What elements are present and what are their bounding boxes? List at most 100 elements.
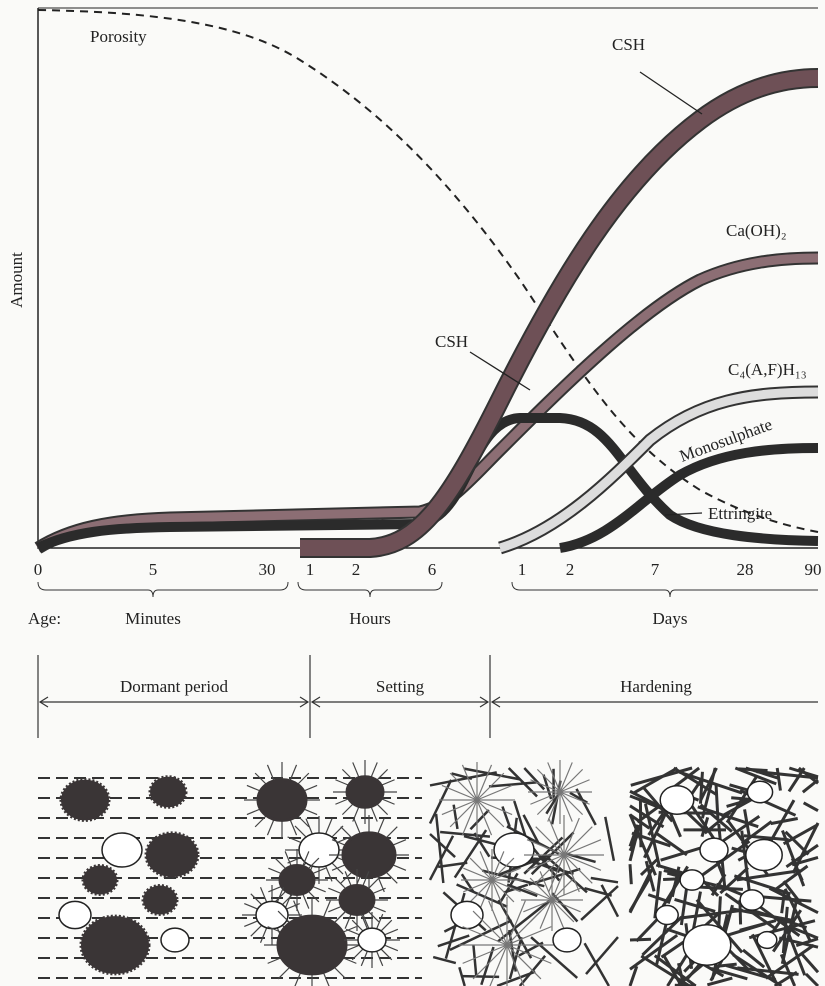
sand-grain — [739, 889, 765, 911]
hydrate-ray — [523, 899, 553, 913]
hydrate-ray — [491, 867, 521, 881]
crystal-needle — [647, 893, 671, 904]
period-label: Setting — [376, 677, 425, 696]
crystal-needle — [440, 830, 491, 838]
crystal-needle — [628, 824, 640, 847]
hydrate-ray — [523, 887, 553, 901]
crystal-needle — [530, 831, 575, 876]
crystal-needle — [768, 886, 819, 915]
crystal-needle — [640, 954, 691, 986]
crystal-needle — [523, 767, 546, 791]
crystal-needle — [569, 791, 588, 804]
age-tick-label: 7 — [651, 560, 660, 579]
hydrate-ray — [551, 887, 581, 901]
sand-grain — [746, 780, 774, 804]
hydrate-ray — [506, 910, 542, 946]
cement-grain — [256, 778, 308, 822]
crystal-needle — [801, 778, 819, 794]
crystal-needle — [779, 953, 797, 986]
crystal-needle — [782, 823, 819, 846]
crystal-needle — [740, 820, 773, 845]
sand-grain — [682, 924, 732, 966]
sand-grain — [659, 784, 695, 816]
hydrate-ray — [563, 817, 580, 856]
crystal-needle — [790, 926, 819, 940]
crystal-needle — [647, 812, 665, 836]
sand-grain — [255, 900, 289, 930]
hydrate-ray — [491, 879, 505, 909]
hydrate-ray — [548, 817, 565, 856]
crystal-needle — [429, 771, 497, 787]
hydrate-ray — [476, 799, 493, 836]
hydrate-ray — [536, 791, 561, 816]
monosulphate-curve — [559, 443, 819, 553]
crystal-needle — [452, 804, 459, 830]
hydrate-ray — [476, 799, 505, 828]
crystal-needle — [472, 944, 478, 977]
hydrate-ray — [551, 877, 575, 901]
c4afh13-label: C₄(A,F)H₁₃ — [728, 360, 807, 379]
crystal-needle — [765, 943, 815, 980]
porosity-curve — [37, 9, 819, 533]
crystal-needle — [628, 864, 633, 885]
crystal-needle — [662, 955, 683, 986]
hydrate-ray — [563, 839, 602, 856]
hydrate-ray — [449, 799, 478, 828]
hydrate-ray — [479, 851, 493, 881]
crystal-needle — [632, 766, 679, 795]
period-label: Hardening — [620, 677, 692, 696]
hydrate-ray — [472, 910, 508, 946]
hydrate-ray — [563, 854, 602, 871]
sand-grain — [298, 832, 340, 868]
crystal-needle — [463, 767, 521, 781]
caoh2-curve — [35, 253, 819, 552]
crystal-needle — [629, 804, 665, 829]
crystal-needle — [628, 965, 639, 986]
hydrate-ray — [461, 799, 478, 836]
ettringite-label: Ettringite — [708, 504, 772, 523]
crystal-needle — [788, 766, 819, 779]
hours-brace — [297, 581, 443, 598]
hydrate-ray — [462, 926, 508, 946]
hydrate-ray — [536, 768, 561, 793]
crystal-needle — [498, 872, 519, 904]
crystal-needle — [551, 892, 579, 923]
age-tick-label: 5 — [149, 560, 158, 579]
crystal-needle — [437, 934, 470, 948]
hydrate-ray — [563, 854, 593, 884]
y-axis-label: Amount — [7, 252, 26, 308]
crystal-needle — [787, 767, 806, 793]
hydrate-ray — [489, 944, 508, 986]
crystal-needle — [503, 883, 529, 894]
hydrate-ray — [539, 899, 553, 929]
sand-grain — [493, 832, 535, 868]
crystal-needle — [791, 855, 819, 867]
hydrate-ray — [548, 854, 565, 893]
crystal-needle — [653, 870, 662, 919]
csh-curve — [300, 70, 819, 556]
hydrate-ray — [559, 762, 573, 793]
crystal-needle — [699, 803, 733, 833]
crystal-needle — [550, 780, 562, 825]
hydrate-ray — [526, 839, 565, 856]
crystal-needle — [700, 816, 710, 838]
csh-top-pointer — [639, 71, 703, 115]
sand-grain — [745, 838, 783, 872]
sand-grain — [101, 832, 143, 868]
age-tick-label: 2 — [352, 560, 361, 579]
age-unit: Hours — [349, 609, 391, 628]
crystal-needle — [496, 899, 551, 943]
hydrate-ray — [563, 854, 580, 893]
age-unit: Days — [653, 609, 688, 628]
hydrate-ray — [479, 879, 493, 909]
crystal-needle — [635, 917, 659, 943]
hydrate-ray — [449, 772, 478, 801]
crystal-needle — [429, 833, 456, 858]
crystal-needle — [629, 937, 652, 942]
crystal-needle — [604, 816, 616, 862]
age-tick-label: 28 — [737, 560, 754, 579]
hydrate-ray — [462, 944, 508, 964]
sand-grain — [450, 900, 484, 930]
hydrate-ray — [463, 867, 493, 881]
crystal-needle — [656, 832, 688, 857]
